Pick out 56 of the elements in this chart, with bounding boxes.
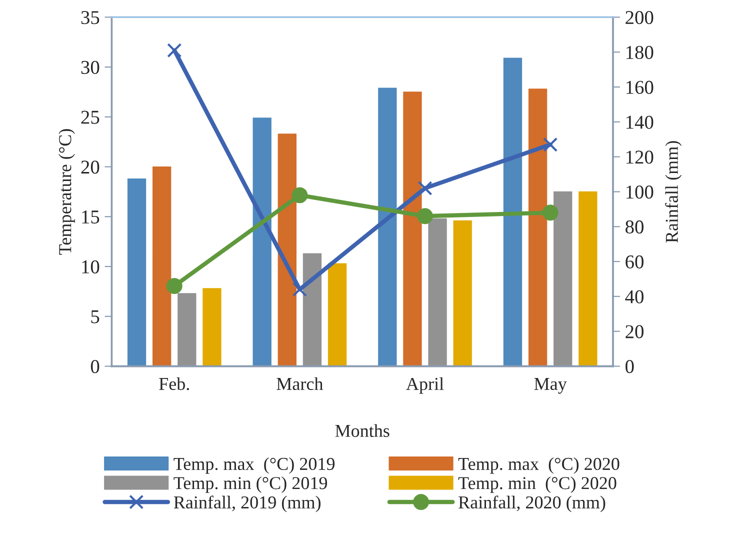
bar (402, 90, 424, 366)
y2-tick-label: 120 (626, 150, 654, 164)
point (417, 208, 434, 224)
x-tick-label: Feb. (159, 377, 189, 390)
y-tick-label: 20 (81, 160, 100, 174)
y2-tick-label: 40 (625, 290, 644, 304)
point (418, 180, 432, 196)
point (542, 204, 558, 221)
y2-tick-label: 200 (626, 11, 654, 24)
bar (502, 56, 524, 366)
bar (251, 116, 273, 366)
legend-label: Temp. max (°C) 2019 (174, 457, 335, 474)
y-tick-label: 15 (82, 210, 100, 224)
bar (302, 252, 323, 366)
bar (577, 190, 599, 366)
legend-label: Temp. max (°C) 2020 (458, 457, 620, 474)
bar (151, 165, 173, 366)
point (543, 137, 558, 152)
bar (126, 177, 148, 366)
y-tick-label: 5 (91, 310, 100, 324)
legend-label: Temp. min (°C) 2020 (458, 476, 616, 493)
bar (276, 132, 298, 366)
bar (452, 218, 474, 366)
bar (376, 86, 398, 366)
legend-label: Rainfall, 2019 (mm) (174, 496, 320, 512)
y2-tick-label: 180 (626, 46, 654, 60)
y2-tick-label: 160 (626, 80, 654, 94)
point (166, 278, 182, 294)
y-tick-label: 10 (82, 260, 100, 274)
y-tick-label: 25 (81, 110, 100, 124)
y2-tick-label: 140 (626, 116, 654, 129)
x-tick-label: March (276, 377, 324, 390)
point (292, 282, 307, 297)
bar (552, 190, 574, 366)
legend-label: Rainfall, 2020 (mm) (458, 496, 606, 512)
x-tick-label: April (406, 377, 444, 394)
y-tick-label: 30 (81, 60, 100, 74)
y-tick-label: 35 (81, 11, 100, 24)
y2-tick-label: 20 (626, 325, 644, 338)
bar (326, 262, 348, 366)
y2-tick-label: 80 (626, 220, 644, 234)
bar (201, 286, 223, 366)
point (167, 43, 182, 58)
x-axis-title: Months (335, 424, 390, 437)
bar (527, 87, 549, 366)
y2-tick-label: 0 (626, 360, 634, 374)
point (292, 187, 308, 204)
y-axis-title: Temperature (°C) (58, 129, 75, 255)
y2-tick-label: 60 (626, 255, 644, 268)
legend-label: Temp. min (°C) 2019 (174, 476, 328, 493)
bar (176, 292, 198, 366)
x-tick-label: May (534, 378, 567, 394)
bar (426, 216, 448, 366)
y2-axis-title: Rainfall (mm) (665, 141, 682, 243)
y2-tick-label: 100 (626, 186, 654, 199)
y-tick-label: 0 (90, 360, 100, 374)
